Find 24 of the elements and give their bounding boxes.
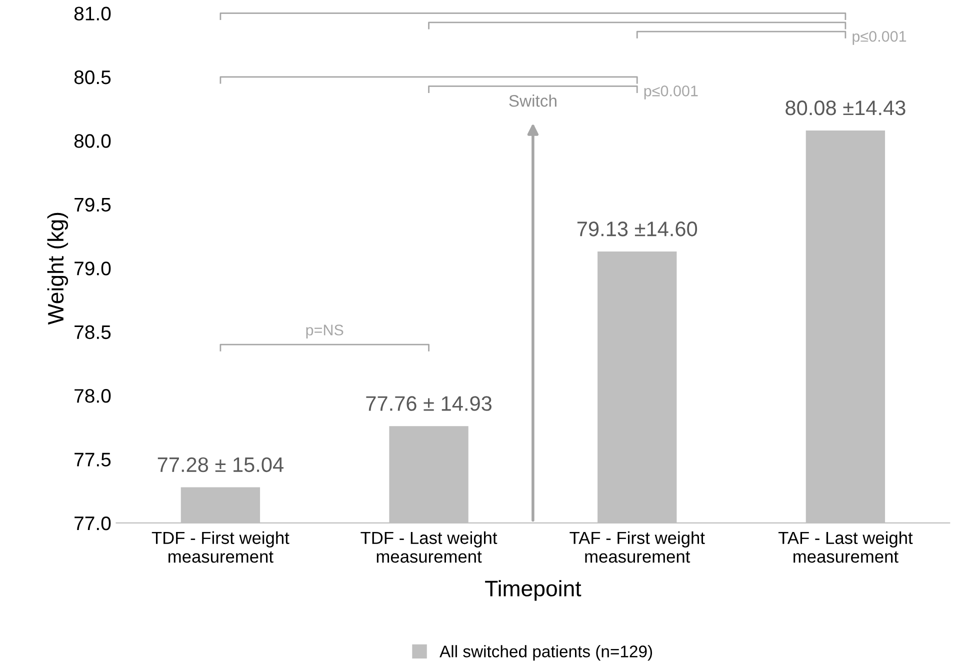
annotation: p≤0.001 (852, 30, 906, 45)
y-tick-label: 81.0 (74, 6, 111, 20)
x-tick-label: TAF - First weight measurement (570, 531, 705, 563)
data-label: 79.13 ±14.60 (577, 222, 698, 236)
annotation: p=NS (306, 324, 344, 338)
data-label: 77.76 ± 14.93 (366, 396, 492, 411)
y-tick-label: 79.5 (74, 198, 111, 212)
y-tick-label: 80.5 (74, 70, 111, 84)
x-tick-label: TDF - Last weight measurement (360, 531, 498, 563)
x-tick-label: TAF - Last weight measurement (778, 531, 913, 563)
legend-label: All switched patients (n=129) (440, 645, 652, 661)
y-axis-title: Weight (kg) (47, 212, 68, 325)
y-tick-label: 77.0 (74, 516, 111, 530)
data-label: 77.28 ± 15.04 (158, 457, 284, 472)
y-tick-label: 80.0 (74, 134, 111, 148)
data-label: 80.08 ±14.43 (786, 100, 906, 116)
y-tick-label: 78.5 (74, 325, 111, 340)
annotation: Switch (509, 94, 556, 107)
annotation: p≤0.001 (644, 86, 698, 100)
y-tick-label: 78.0 (74, 389, 111, 403)
x-axis-title: Timepoint (485, 580, 582, 601)
y-tick-label: 79.0 (74, 262, 111, 276)
x-tick-label: TDF - First weight measurement (152, 531, 290, 563)
y-tick-label: 77.5 (74, 452, 111, 466)
